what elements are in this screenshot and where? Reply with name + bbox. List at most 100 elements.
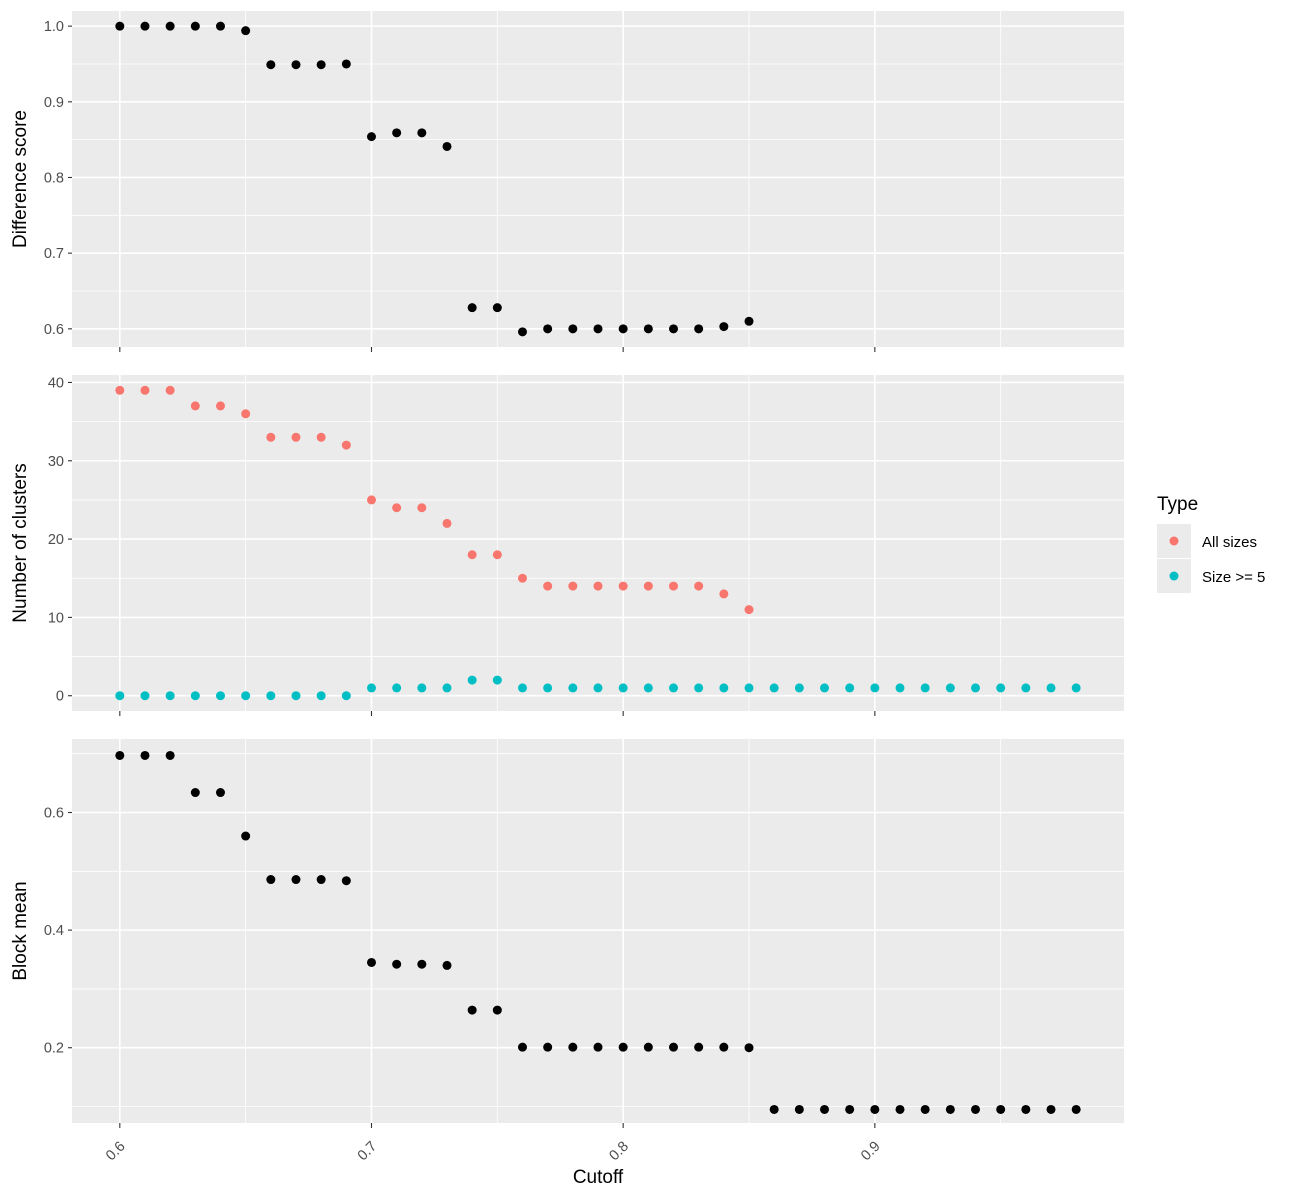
x-tick-labels: 0.6 0.7 0.8 0.9: [103, 1139, 884, 1165]
data-point: [996, 683, 1006, 693]
legend: Type All sizes Size >= 5: [1157, 494, 1265, 593]
data-point: [190, 401, 200, 411]
y-tick-label: 0.7: [44, 246, 64, 262]
panel-3: 0.2 0.4 0.6 Block mean: [10, 739, 1124, 1128]
data-point: [291, 691, 301, 701]
data-point: [241, 26, 251, 36]
data-point: [1046, 1104, 1056, 1114]
data-point: [669, 1042, 679, 1052]
data-point: [417, 683, 427, 693]
data-point: [744, 605, 754, 615]
data-point: [366, 132, 376, 142]
data-point: [190, 691, 200, 701]
data-point: [643, 683, 653, 693]
data-point: [1021, 1104, 1031, 1114]
data-point: [517, 327, 527, 337]
x-tick-label: 0.6: [103, 1139, 129, 1165]
y-tick-label: 20: [48, 532, 64, 548]
legend-label-size-5: Size >= 5: [1202, 569, 1265, 586]
data-point: [669, 581, 679, 591]
data-point: [945, 1104, 955, 1114]
data-point: [392, 959, 402, 969]
data-point: [492, 675, 502, 685]
data-point: [694, 683, 704, 693]
data-point: [618, 683, 628, 693]
x-tick-label: 0.7: [355, 1139, 381, 1165]
data-point: [190, 21, 200, 31]
data-point: [291, 432, 301, 442]
data-point: [366, 495, 376, 505]
data-point: [744, 683, 754, 693]
y-tick-label: 0.2: [44, 1041, 64, 1057]
data-point: [744, 316, 754, 326]
data-point: [719, 589, 729, 599]
data-point: [568, 581, 578, 591]
data-point: [593, 581, 603, 591]
data-point: [215, 788, 225, 798]
data-point: [291, 875, 301, 885]
data-point: [417, 959, 427, 969]
data-point: [291, 60, 301, 70]
y-tick-label: 0.6: [44, 806, 64, 822]
data-point: [467, 303, 477, 313]
data-point: [794, 1104, 804, 1114]
data-point: [694, 324, 704, 334]
data-point: [341, 440, 351, 450]
data-point: [543, 1042, 553, 1052]
data-point: [366, 957, 376, 967]
data-point: [492, 303, 502, 313]
data-point: [669, 324, 679, 334]
series-1: [115, 21, 754, 337]
data-point: [870, 683, 880, 693]
x-tick-label: 0.8: [606, 1139, 632, 1165]
data-point: [845, 1104, 855, 1114]
data-point: [492, 1005, 502, 1015]
data-point: [241, 409, 251, 419]
data-point: [694, 581, 704, 591]
data-point: [543, 324, 553, 334]
series-1: [115, 750, 1081, 1114]
data-point: [618, 581, 628, 591]
data-point: [392, 503, 402, 513]
data-point: [794, 683, 804, 693]
data-point: [241, 691, 251, 701]
legend-label-all-sizes: All sizes: [1202, 534, 1257, 551]
data-point: [543, 581, 553, 591]
data-point: [719, 683, 729, 693]
data-point: [1046, 683, 1056, 693]
data-point: [341, 59, 351, 69]
y-axis-title: Block mean: [10, 881, 31, 980]
data-point: [165, 385, 175, 395]
y-tick-label: 10: [48, 610, 64, 626]
data-point: [417, 503, 427, 513]
legend-dot-all-sizes: [1169, 536, 1179, 546]
y-tick-label: 0: [56, 689, 64, 705]
data-point: [971, 1104, 981, 1114]
data-point: [895, 683, 905, 693]
y-tick-label: 30: [48, 454, 64, 470]
y-tick-label: 0.6: [44, 322, 64, 338]
legend-title: Type: [1157, 494, 1198, 515]
panel-background: [72, 375, 1124, 711]
data-point: [417, 128, 427, 138]
data-point: [618, 324, 628, 334]
data-point: [568, 1042, 578, 1052]
data-point: [241, 831, 251, 841]
series-2: [115, 675, 1081, 701]
data-point: [719, 322, 729, 332]
panel-background: [72, 11, 1124, 347]
data-point: [266, 875, 276, 885]
data-point: [593, 324, 603, 334]
data-point: [971, 683, 981, 693]
data-point: [140, 691, 150, 701]
y-tick-label: 1.0: [44, 19, 64, 35]
y-tick-label: 40: [48, 375, 64, 391]
x-tick-label: 0.9: [858, 1139, 884, 1165]
data-point: [165, 691, 175, 701]
data-point: [442, 141, 452, 151]
data-point: [467, 675, 477, 685]
data-point: [266, 432, 276, 442]
data-point: [643, 581, 653, 591]
data-point: [115, 21, 125, 31]
